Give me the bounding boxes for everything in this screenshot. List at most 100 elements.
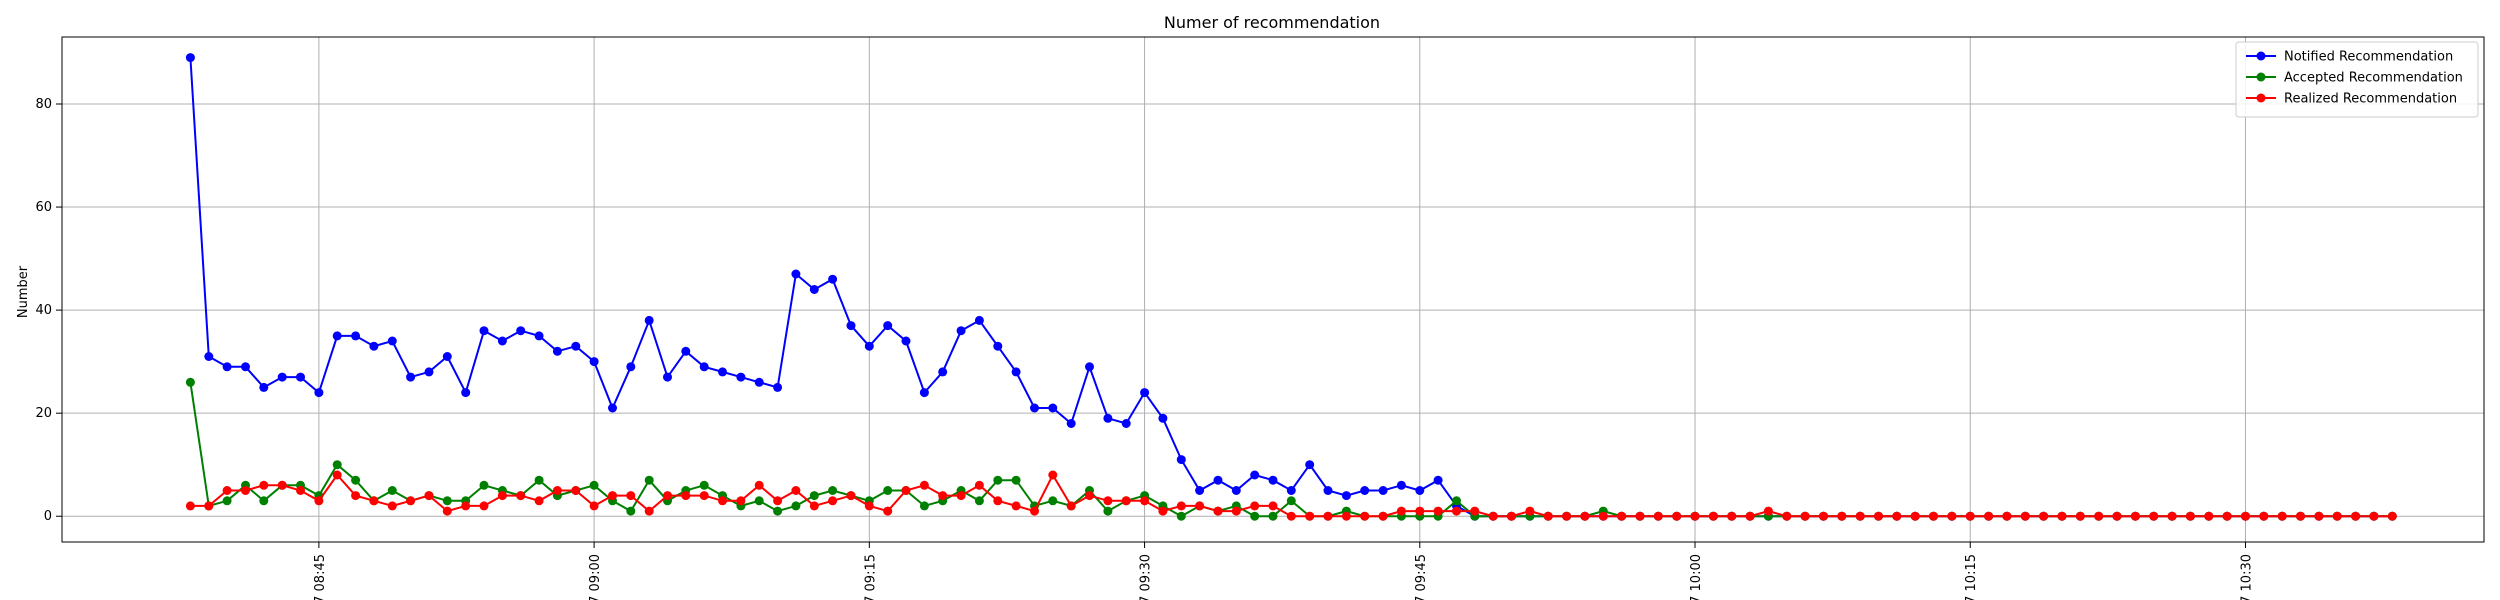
data-point bbox=[497, 336, 507, 346]
data-point bbox=[204, 352, 214, 361]
data-point bbox=[1103, 413, 1113, 423]
data-point bbox=[1745, 511, 1755, 521]
data-point bbox=[1176, 455, 1186, 465]
data-point bbox=[387, 486, 397, 495]
legend-swatch-marker bbox=[2256, 51, 2266, 61]
data-point bbox=[2314, 511, 2324, 521]
data-point bbox=[1213, 475, 1223, 485]
data-point bbox=[974, 315, 984, 325]
data-point bbox=[1213, 506, 1223, 516]
data-point bbox=[241, 362, 250, 372]
data-point bbox=[1452, 496, 1461, 506]
data-point bbox=[644, 475, 654, 485]
data-point bbox=[185, 501, 195, 511]
data-point bbox=[1286, 511, 1296, 521]
data-point bbox=[204, 501, 214, 511]
data-point bbox=[736, 372, 746, 382]
data-point bbox=[1250, 501, 1260, 511]
data-point bbox=[406, 372, 416, 382]
data-point bbox=[1892, 511, 1902, 521]
data-point bbox=[534, 496, 544, 506]
data-point bbox=[1360, 511, 1370, 521]
data-point bbox=[1158, 506, 1168, 516]
data-point bbox=[938, 491, 948, 501]
data-point bbox=[2130, 511, 2140, 521]
data-point bbox=[1433, 475, 1443, 485]
data-point bbox=[2332, 511, 2342, 521]
data-point bbox=[1268, 511, 1278, 521]
data-point bbox=[479, 480, 489, 490]
data-point bbox=[1635, 511, 1645, 521]
data-point bbox=[1910, 511, 1920, 521]
data-point bbox=[1030, 506, 1039, 516]
data-point bbox=[424, 491, 434, 501]
data-point bbox=[332, 331, 342, 341]
data-point bbox=[1305, 460, 1315, 470]
data-point bbox=[626, 362, 636, 372]
data-point bbox=[442, 506, 452, 516]
data-point bbox=[1286, 496, 1296, 506]
data-point bbox=[974, 496, 984, 506]
data-point bbox=[1396, 506, 1406, 516]
data-point bbox=[1929, 511, 1938, 521]
data-point bbox=[1488, 511, 1498, 521]
data-point bbox=[809, 501, 819, 511]
legend-swatch-marker bbox=[2256, 93, 2266, 103]
data-point bbox=[1727, 511, 1737, 521]
data-point bbox=[2112, 511, 2122, 521]
data-point bbox=[461, 501, 471, 511]
data-point bbox=[919, 388, 929, 398]
data-point bbox=[277, 372, 287, 382]
data-point bbox=[1855, 511, 1865, 521]
x-tick-label: 7 09:15 bbox=[863, 554, 878, 600]
data-point bbox=[1176, 501, 1186, 511]
data-point bbox=[1268, 501, 1278, 511]
data-point bbox=[1984, 511, 1994, 521]
data-point bbox=[1158, 413, 1168, 423]
data-point bbox=[1048, 403, 1058, 413]
data-point bbox=[1947, 511, 1957, 521]
data-point bbox=[754, 480, 764, 490]
data-point bbox=[1140, 388, 1150, 398]
data-point bbox=[1066, 419, 1076, 428]
data-point bbox=[1231, 506, 1241, 516]
data-point bbox=[571, 486, 581, 495]
data-point bbox=[1103, 506, 1113, 516]
x-tick-label: 7 08:45 bbox=[313, 554, 328, 600]
data-point bbox=[1782, 511, 1792, 521]
data-point bbox=[387, 336, 397, 346]
data-point bbox=[1085, 491, 1094, 501]
data-point bbox=[608, 403, 617, 413]
data-point bbox=[461, 388, 471, 398]
data-point bbox=[442, 496, 452, 506]
data-point bbox=[919, 501, 929, 511]
data-point bbox=[864, 341, 874, 351]
data-point bbox=[718, 367, 727, 377]
data-point bbox=[2387, 511, 2397, 521]
data-point bbox=[406, 496, 416, 506]
data-point bbox=[1580, 511, 1590, 521]
data-point bbox=[185, 53, 195, 63]
data-point bbox=[901, 486, 911, 495]
data-point bbox=[1360, 486, 1370, 495]
data-point bbox=[663, 491, 672, 501]
chart-title: Numer of recommendation bbox=[1164, 13, 1380, 32]
data-point bbox=[369, 496, 379, 506]
data-point bbox=[2351, 511, 2361, 521]
data-point bbox=[369, 341, 379, 351]
data-point bbox=[332, 460, 342, 470]
data-point bbox=[1250, 470, 1260, 480]
data-point bbox=[1250, 511, 1260, 521]
data-point bbox=[1286, 486, 1296, 495]
data-point bbox=[259, 496, 269, 506]
data-point bbox=[1305, 511, 1315, 521]
data-point bbox=[1598, 511, 1608, 521]
legend-swatch-marker bbox=[2256, 72, 2266, 82]
data-point bbox=[828, 274, 838, 284]
data-point bbox=[1323, 486, 1333, 495]
data-point bbox=[2094, 511, 2104, 521]
data-point bbox=[296, 372, 305, 382]
data-point bbox=[1011, 501, 1021, 511]
data-point bbox=[699, 491, 709, 501]
axes: 0 20 40 60 80 7 08:45 7 09:00 7 09:15 7 09:30 7 0… bbox=[35, 97, 2254, 600]
